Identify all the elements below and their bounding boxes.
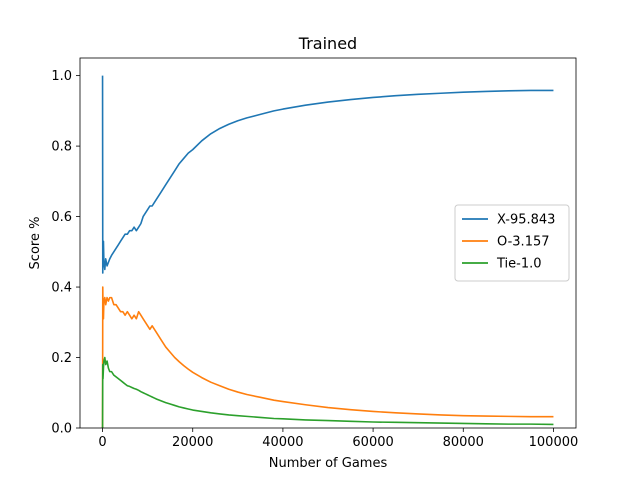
y-tick-label: 1.0 [51,69,72,84]
x-tick-label: 20000 [172,435,213,450]
x-tick-label: 80000 [443,435,484,450]
y-tick-label: 0.8 [51,140,72,155]
y-axis: 0.0 0.2 0.4 0.6 0.8 1.0 [51,69,80,437]
legend-entry: X-95.843 [497,213,555,228]
y-tick-label: 0.6 [51,210,72,225]
legend-entry: O-3.157 [497,235,550,250]
legend-entry: Tie-1.0 [496,257,542,272]
legend-box [454,204,570,282]
x-tick-label: 0 [98,435,106,450]
y-axis-label: Score % [28,217,43,270]
y-tick-label: 0.0 [51,422,72,437]
x-tick-label: 100000 [529,435,579,450]
y-tick-label: 0.4 [51,281,72,296]
x-axis-label: Number of Games [269,456,388,471]
series-layer [101,75,554,429]
series-line-2 [101,356,554,429]
series-line-1 [101,286,554,429]
y-tick-label: 0.2 [51,351,72,366]
x-tick-label: 60000 [352,435,393,450]
legend: X-95.843 O-3.157 Tie-1.0 [454,204,570,282]
x-axis: 0 20000 40000 60000 80000 100000 [98,428,578,450]
series-line-0 [101,75,554,274]
chart-title: Trained [298,34,357,53]
plot-area-frame [79,57,577,429]
x-tick-label: 40000 [262,435,303,450]
